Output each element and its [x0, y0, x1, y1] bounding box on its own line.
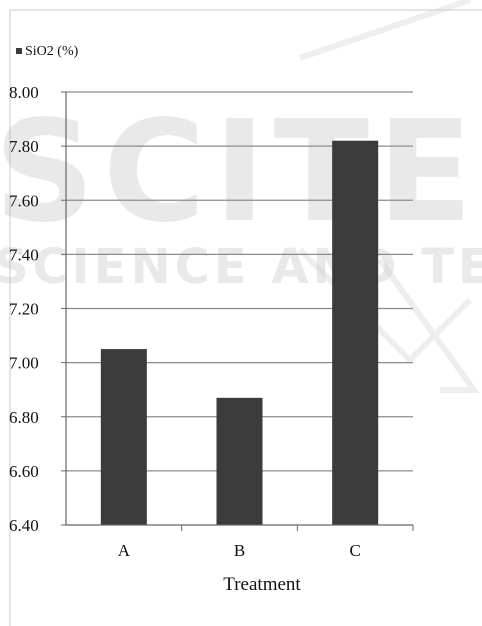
y-tick-label: 6.40 [9, 516, 39, 535]
bar-a [100, 349, 147, 525]
axes [61, 91, 414, 531]
watermark-line1: SCITE [0, 91, 481, 254]
x-tick-label: A [118, 541, 131, 560]
legend-label: SiO2 (%) [25, 44, 79, 59]
watermark-line2: SCIENCE AND TECH [0, 239, 482, 295]
y-tick-label: 7.00 [9, 354, 39, 373]
x-tick-labels: A B C [118, 541, 361, 560]
x-tick-label: B [234, 541, 245, 560]
y-tick-label: 7.20 [9, 300, 39, 319]
x-axis-title: Treatment [223, 574, 301, 595]
y-tick-label: 7.80 [9, 137, 39, 156]
y-tick-label: 7.60 [9, 191, 39, 210]
y-tick-labels: 6.40 6.60 6.80 7.00 7.20 7.40 7.60 7.80 8.00 [9, 83, 39, 535]
watermark: SCITE SCIENCE AND TECH [0, 0, 482, 393]
bar-b [216, 397, 263, 525]
legend-swatch [16, 48, 22, 54]
bars [100, 140, 379, 525]
legend: SiO2 (%) [16, 44, 79, 59]
y-tick-label: 6.80 [9, 408, 39, 427]
y-tick-label: 6.60 [9, 462, 39, 481]
y-tick-label: 7.40 [9, 245, 39, 264]
bar-c [332, 140, 379, 525]
x-tick-label: C [349, 541, 360, 560]
y-tick-label: 8.00 [9, 83, 39, 102]
